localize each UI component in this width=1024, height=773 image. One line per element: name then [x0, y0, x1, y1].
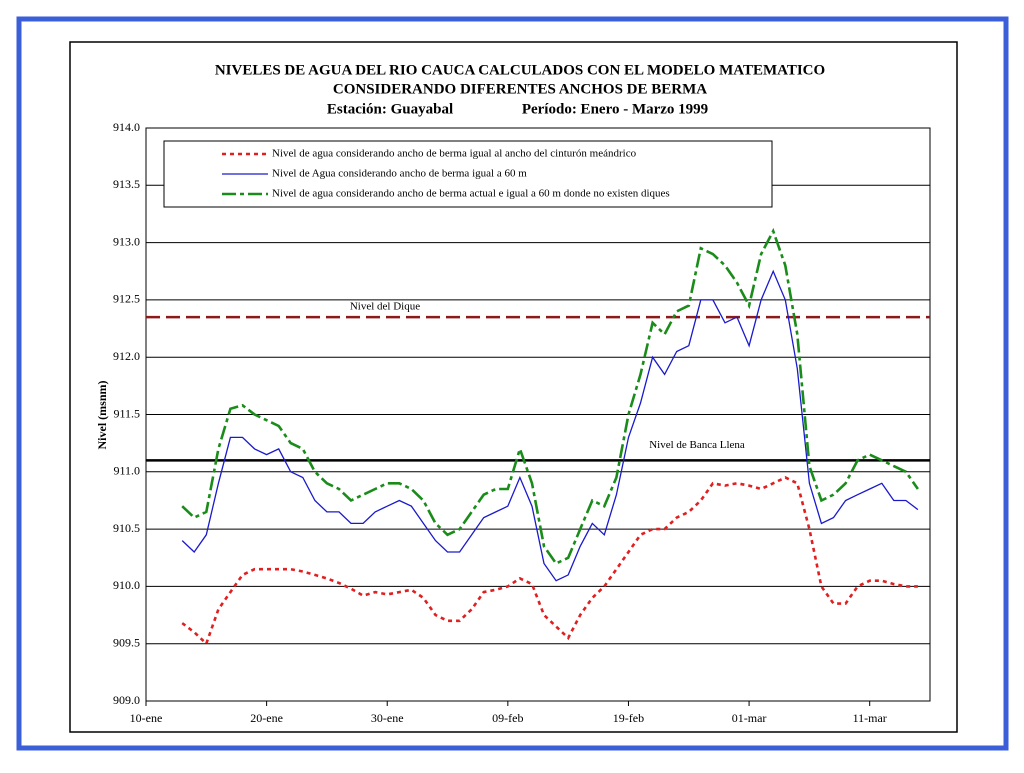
y-tick-label: 913.5	[113, 177, 140, 191]
reference-label: Nivel del Dique	[350, 301, 420, 313]
x-tick-label: 11-mar	[853, 711, 887, 725]
chart-subtitle: Estación: Guayabal	[327, 101, 453, 117]
y-tick-label: 911.5	[113, 406, 140, 420]
y-tick-label: 912.0	[113, 349, 140, 363]
y-tick-label: 913.0	[113, 234, 140, 248]
series-line	[181, 227, 919, 566]
x-tick-label: 30-ene	[371, 711, 404, 725]
chart-title: NIVELES DE AGUA DEL RIO CAUCA CALCULADOS…	[215, 62, 825, 78]
series-line	[181, 269, 919, 582]
y-axis-label: Nivel (msnm)	[95, 381, 109, 450]
y-tick-label: 912.5	[113, 292, 140, 306]
x-tick-label: 19-feb	[613, 711, 644, 725]
x-tick-label: 20-ene	[250, 711, 283, 725]
x-tick-label: 10-ene	[130, 711, 163, 725]
x-tick-label: 09-feb	[492, 711, 523, 725]
page-frame	[16, 16, 1009, 751]
y-tick-label: 909.5	[113, 635, 140, 649]
y-tick-label: 910.0	[113, 578, 140, 592]
series-line	[181, 476, 918, 647]
y-tick-label: 909.0	[113, 693, 140, 707]
reference-label: Nivel de Banca Llena	[649, 439, 745, 451]
legend-label: Nivel de agua considerando ancho de berm…	[272, 148, 637, 160]
y-tick-label: 914.0	[113, 120, 140, 134]
legend-label: Nivel de Agua considerando ancho de berm…	[272, 168, 527, 180]
y-tick-label: 910.5	[113, 521, 140, 535]
chart-subtitle: Período: Enero - Marzo 1999	[522, 101, 708, 117]
legend-label: Nivel de agua considerando ancho de berm…	[272, 188, 670, 200]
x-tick-label: 01-mar	[732, 711, 767, 725]
y-tick-label: 911.0	[113, 464, 140, 478]
chart-title: CONSIDERANDO DIFERENTES ANCHOS DE BERMA	[333, 81, 707, 97]
